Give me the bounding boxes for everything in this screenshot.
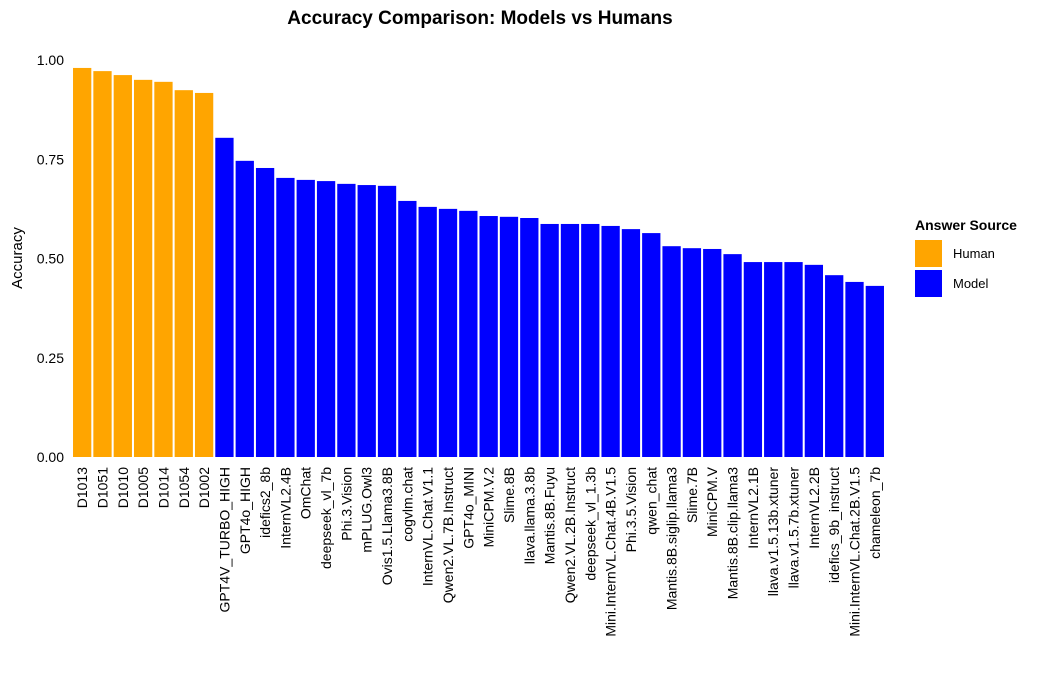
bar [93,71,112,457]
x-tick-label: Mantis.8B.Fuyu [542,467,558,564]
x-tick-label: qwen_chat [643,467,659,535]
x-tick-label: Slime.7B [684,467,700,523]
x-tick-label: Mantis.8B.siglip.llama3 [664,467,680,610]
bar [865,285,884,457]
x-tick-label: Qwen2.VL.2B.Instruct [562,467,578,603]
bar [154,81,173,458]
chart-title: Accuracy Comparison: Models vs Humans [287,8,672,29]
x-tick-label: D1051 [94,467,110,508]
bar [499,216,519,457]
bar [296,179,315,458]
bar [174,90,193,457]
bar [357,185,376,457]
x-tick-label: InternVL2.1B [745,467,761,549]
legend-swatch [915,270,942,297]
bar [601,225,620,457]
x-tick-label: InternVL2.2B [806,467,822,549]
y-tick-label: 0.25 [37,350,64,366]
bar [215,137,234,457]
bar [418,206,437,457]
bar [764,262,783,457]
x-tick-label: D1054 [176,467,192,508]
bar [73,67,92,457]
bar [438,208,458,457]
bar [520,218,539,457]
legend-title: Answer Source [915,217,1017,233]
bar [784,262,803,457]
x-tick-label: OmChat [298,467,314,519]
bar [377,185,397,457]
x-tick-label: Mini.InternVL.Chat.4B.V1.5 [603,467,619,637]
bar [398,200,417,457]
bar [804,264,824,457]
x-tick-label: deepseek_vl_7b [318,467,334,569]
bar [479,216,498,457]
bar [276,177,295,457]
x-tick-label: InternVL2.4B [277,467,293,549]
bar [581,223,600,457]
bar [845,281,864,457]
x-tick-label: idefics2_8b [257,467,273,538]
bar [113,75,132,457]
x-tick-label: InternVL.Chat.V1.1 [420,467,436,586]
x-tick-label: MiniCPM.V [704,466,720,537]
bar [540,223,559,457]
x-tick-label: Phi.3.5.Vision [623,467,639,552]
legend-label: Human [953,246,995,261]
bar [682,248,702,457]
x-tick-label: llava.v1.5.7b.xtuner [786,467,802,589]
x-tick-label: GPT4o_HIGH [237,467,253,554]
bar [235,160,254,457]
x-tick-label: MiniCPM.V.2 [481,467,497,548]
bar [825,275,844,457]
x-tick-label: Mini.InternVL.Chat.2B.V1.5 [847,467,863,637]
bar [642,233,661,457]
x-tick-label: D1010 [115,467,131,508]
x-tick-label: mPLUG.Owl3 [359,467,375,553]
x-tick-label: D1005 [135,467,151,508]
y-tick-label: 0.00 [37,449,64,465]
x-tick-label: Phi.3.Vision [338,467,354,541]
bar [662,246,681,457]
x-tick-label: Slime.8B [501,467,517,523]
x-tick-label: deepseek_vl_1.3b [582,467,598,581]
x-tick-label: Mantis.8B.clip.llama3 [725,467,741,599]
x-tick-label: Qwen2.VL.7B.Instruct [440,467,456,603]
x-tick-label: D1013 [74,467,90,508]
bar [459,210,478,457]
y-tick-label: 1.00 [37,52,64,68]
bar [621,229,641,457]
x-tick-label: D1014 [155,467,171,508]
x-tick-label: cogvlm.chat [399,467,415,542]
x-tick-label: D1002 [196,467,212,508]
x-tick-label: Ovis1.5.Llama3.8B [379,467,395,585]
x-tick-label: idefics_9b_instruct [826,467,842,583]
bar [194,92,214,458]
y-axis-label: Accuracy [9,227,26,289]
x-tick-label: GPT4o_MINI [460,467,476,549]
legend-swatch [915,240,942,267]
y-tick-label: 0.50 [37,251,64,267]
bar [255,167,275,457]
x-tick-label: llava.v1.5.13b.xtuner [765,467,781,597]
x-tick-label: GPT4V_TURBO_HIGH [216,467,232,612]
bar [703,248,722,457]
bar [316,181,336,457]
bar [743,262,763,457]
x-tick-label: chameleon_7b [867,467,883,559]
bar [133,79,153,457]
y-tick-label: 0.75 [37,151,64,167]
bar [337,183,356,457]
legend-label: Model [953,276,989,291]
bar [723,254,742,457]
x-tick-label: llava.llama.3.8b [521,467,537,564]
bar [560,223,580,457]
